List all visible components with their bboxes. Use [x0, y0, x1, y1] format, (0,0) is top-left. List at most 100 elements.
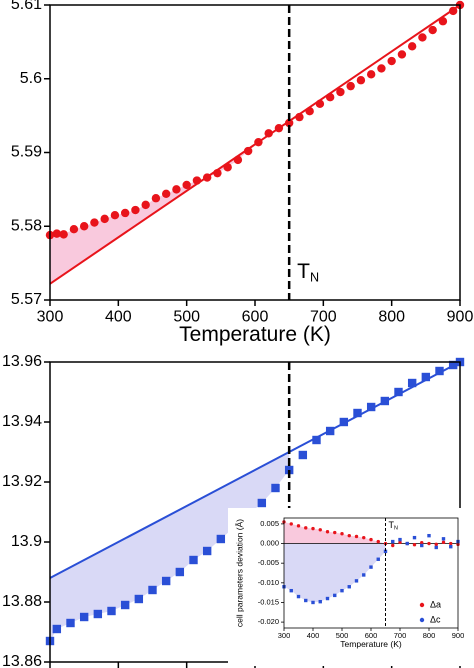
y-tick-label: 5.59	[11, 144, 42, 161]
data-point	[148, 585, 157, 595]
data-point	[216, 534, 226, 544]
data-point	[161, 189, 171, 198]
data-point	[271, 483, 280, 493]
x-tick-label: 700	[310, 308, 337, 325]
data-point	[107, 606, 116, 616]
legend-marker	[419, 617, 425, 623]
data-point	[421, 372, 431, 382]
data-point	[325, 596, 330, 601]
data-point	[407, 378, 417, 388]
data-point	[151, 194, 161, 203]
data-point	[172, 185, 181, 194]
transition-label: TN	[389, 520, 399, 532]
data-point	[90, 218, 99, 227]
data-point	[405, 541, 409, 546]
x-tick-label: 500	[173, 308, 200, 325]
data-point	[311, 600, 315, 605]
data-point	[100, 214, 109, 224]
y-tick-label: 13.92	[2, 473, 42, 490]
data-point	[391, 543, 395, 548]
legend-label: Δa	[430, 599, 441, 609]
data-point	[441, 540, 446, 545]
y-tick-label: 5.6	[20, 70, 42, 87]
data-point	[347, 533, 351, 538]
data-point	[356, 76, 366, 85]
data-point	[434, 542, 438, 547]
x-tick-label: 400	[105, 308, 132, 325]
data-point	[333, 593, 337, 598]
data-point	[391, 539, 395, 544]
y-tick-label: 13.96	[2, 353, 42, 370]
data-point	[369, 537, 373, 542]
y-tick-label: 13.88	[2, 593, 42, 610]
y-tick-label: -0.020	[258, 617, 279, 626]
annotation-text: T	[389, 520, 395, 530]
data-point	[120, 600, 130, 610]
data-point	[318, 528, 322, 532]
data-point	[59, 230, 68, 239]
y-tick-label: 5.61	[11, 0, 42, 13]
data-point	[420, 543, 424, 548]
data-point	[366, 402, 376, 412]
data-point	[420, 541, 424, 545]
x-tick-label: 800	[378, 308, 405, 325]
data-point	[52, 624, 62, 634]
x-tick-label: 300	[37, 308, 64, 325]
data-point	[427, 533, 431, 538]
data-point	[377, 64, 386, 73]
data-point	[79, 612, 89, 622]
data-point	[398, 540, 402, 545]
data-point	[340, 532, 344, 536]
y-tick-label: 13.94	[2, 413, 42, 430]
data-point	[435, 366, 444, 376]
data-point	[449, 544, 453, 549]
x-tick-label: 600	[365, 631, 378, 640]
data-point	[336, 87, 345, 97]
data-point	[243, 146, 253, 156]
x-tick-label: 900	[452, 631, 465, 640]
data-point	[304, 526, 308, 530]
data-point	[383, 549, 388, 554]
fit-line	[49, 361, 461, 579]
x-tick-label: 900	[447, 308, 474, 325]
y-tick-label: -0.015	[258, 597, 279, 606]
data-point	[110, 210, 120, 220]
y-tick-label: -0.005	[258, 558, 279, 567]
x-tick-label: 700	[394, 631, 407, 640]
legend-marker	[419, 602, 425, 608]
x-tick-label: 300	[278, 631, 291, 640]
data-point	[340, 588, 344, 593]
data-point	[182, 180, 191, 190]
y-axis-label: cell parameters deviation (Å)	[234, 519, 244, 627]
data-point	[339, 417, 349, 427]
x-tick-label: 400	[307, 631, 320, 640]
plot-frame	[49, 4, 461, 301]
annotation-text: T	[297, 260, 310, 283]
data-point	[333, 530, 337, 535]
data-point	[369, 565, 373, 569]
data-point	[141, 200, 150, 210]
data-point	[362, 573, 366, 577]
x-axis-label: Temperature (K)	[340, 639, 402, 649]
data-point	[296, 524, 301, 528]
y-tick-label: 5.58	[11, 217, 42, 234]
data-point	[354, 579, 359, 583]
data-point	[318, 599, 322, 604]
x-tick-label: 800	[423, 631, 436, 640]
data-point	[398, 537, 402, 542]
y-tick-label: 5.57	[11, 291, 42, 308]
data-point	[202, 546, 212, 556]
data-point	[69, 225, 79, 234]
data-point	[407, 42, 417, 51]
data-point	[353, 408, 362, 418]
data-point	[376, 557, 380, 561]
data-point	[397, 50, 407, 59]
data-point	[175, 567, 185, 577]
data-point	[93, 609, 103, 619]
x-tick-label: 500	[336, 631, 349, 640]
data-point	[66, 618, 75, 628]
data-point	[387, 56, 396, 66]
legend-label: Δc	[430, 614, 441, 624]
x-axis-label: Temperature (K)	[179, 323, 331, 346]
data-point	[412, 535, 417, 540]
